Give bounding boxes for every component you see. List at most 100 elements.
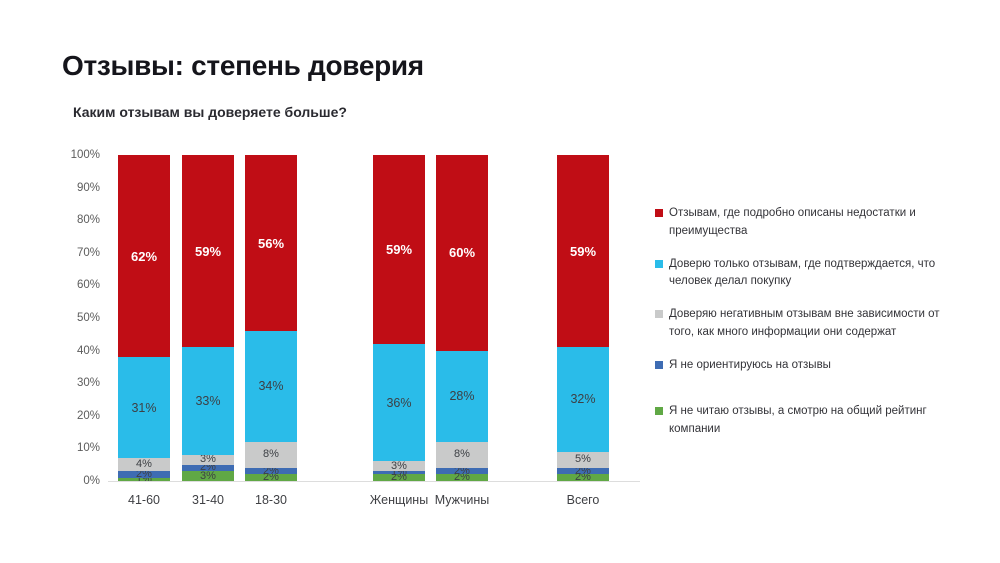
- bar-18-30: 2% 2% 8% 34% 56%: [245, 155, 297, 484]
- y-tick-label: 50%: [76, 312, 100, 324]
- segment-value-label: 8%: [454, 448, 470, 461]
- legend-item: Доверяю негативным отзывам вне зависимос…: [655, 306, 967, 342]
- segment-value-label: 34%: [258, 379, 284, 394]
- segment-value-label: 1%: [391, 466, 407, 479]
- segment-value-label: 62%: [130, 248, 158, 264]
- segment-value-label: 59%: [194, 243, 222, 259]
- bar-Мужчины: 2% 2% 8% 28% 60%: [436, 155, 488, 484]
- y-tick-label: 30%: [76, 377, 100, 390]
- bar-segment: 28%: [436, 350, 488, 442]
- segment-value-label: 2%: [136, 467, 152, 480]
- bar-segment: 56%: [245, 155, 297, 332]
- segment-value-label: 8%: [263, 448, 279, 461]
- segment-value-label: 32%: [570, 392, 596, 407]
- bar-segment: 34%: [245, 331, 297, 442]
- bar-segment: 2%: [182, 461, 234, 474]
- segment-value-label: 3%: [200, 453, 216, 466]
- x-category-label: Всего: [566, 493, 600, 507]
- x-category-label: Мужчины: [434, 493, 490, 507]
- bar-segment: 59%: [557, 155, 609, 348]
- x-category-label: 41-60: [128, 493, 160, 507]
- segment-value-label: 2%: [575, 464, 591, 477]
- legend: Отзывам, где подробно описаны недостатки…: [655, 205, 967, 453]
- bar-segment: 4%: [118, 458, 170, 472]
- bar-segment: 59%: [373, 155, 425, 345]
- stacked-bar-chart: 100% 90% 80% 70% 60% 50% 40% 30% 20% 10% 0% 1% 2% 4%…: [62, 149, 642, 515]
- y-axis: 100% 90% 80% 70% 60% 50% 40% 30% 20% 10% 0%: [62, 149, 100, 487]
- page-title: Отзывы: степень доверия: [62, 50, 424, 81]
- chart-title: Каким отзывам вы доверяете больше?: [73, 104, 347, 120]
- segment-value-label: 2%: [575, 471, 591, 484]
- legend-color-swatch: [655, 259, 663, 268]
- y-tick-label: 10%: [76, 442, 100, 455]
- x-category-label: Женщины: [369, 493, 429, 507]
- segment-value-label: 2%: [200, 461, 216, 474]
- legend-label: Я не читаю отзывы, а смотрю на общий рей…: [669, 404, 927, 435]
- bar-segment: 2%: [245, 464, 297, 477]
- bar-segment: 31%: [118, 357, 170, 459]
- legend-item: Я не читаю отзывы, а смотрю на общий рей…: [655, 403, 967, 439]
- bar-segment: 3%: [182, 469, 234, 482]
- bar-segment: 32%: [557, 347, 609, 452]
- legend-color-swatch: [655, 209, 663, 217]
- bar-segment: 2%: [436, 471, 488, 484]
- bar-segment: 3%: [182, 453, 234, 466]
- segment-value-label: 2%: [391, 471, 407, 484]
- legend-item: Доверю только отзывам, где подтверждаетс…: [655, 256, 967, 292]
- y-tick-label: 0%: [83, 475, 100, 487]
- bar-41-60: 1% 2% 4% 31% 62%: [118, 155, 170, 484]
- bar-segment: 5%: [557, 451, 609, 468]
- segment-value-label: 4%: [136, 458, 152, 471]
- segment-value-label: 2%: [263, 464, 279, 477]
- legend-label: Доверяю негативным отзывам вне зависимос…: [669, 308, 940, 339]
- segment-value-label: 59%: [569, 243, 597, 259]
- segment-value-label: 59%: [385, 242, 413, 258]
- legend-color-swatch: [655, 310, 663, 319]
- legend-color-swatch: [655, 360, 663, 369]
- bar-Женщины: 2% 1% 3% 36% 59%: [373, 155, 425, 484]
- segment-value-label: 2%: [263, 471, 279, 484]
- plot-area: 1% 2% 4% 31% 62% 3% 2% 3% 33% 59% 2% 2% 8% 34% 56% 2% 1%…: [118, 155, 610, 484]
- bar-segment: 1%: [118, 473, 170, 484]
- segment-value-label: 56%: [257, 235, 285, 251]
- bar-segment: 2%: [436, 464, 488, 477]
- legend-color-swatch: [655, 406, 663, 415]
- bar-segment: 60%: [436, 155, 488, 351]
- y-tick-label: 20%: [76, 409, 100, 422]
- bar-Всего: 2% 2% 5% 32% 59%: [557, 155, 609, 484]
- segment-value-label: 3%: [391, 459, 407, 472]
- bar-segment: 36%: [373, 344, 425, 462]
- segment-value-label: 28%: [449, 389, 475, 404]
- bar-segment: 33%: [182, 347, 234, 455]
- segment-value-label: 2%: [454, 471, 470, 484]
- y-tick-label: 60%: [76, 279, 100, 292]
- bar-segment: 8%: [436, 441, 488, 468]
- bar-segment: 3%: [373, 459, 425, 472]
- legend-item: Отзывам, где подробно описаны недостатки…: [655, 205, 967, 241]
- x-category-label: 31-40: [192, 493, 224, 507]
- segment-value-label: 1%: [136, 472, 152, 485]
- y-tick-label: 100%: [70, 149, 100, 161]
- legend-item: Я не ориентируюсь на отзывы: [655, 357, 967, 375]
- bar-segment: 2%: [373, 471, 425, 484]
- segment-value-label: 5%: [575, 453, 591, 466]
- segment-value-label: 3%: [200, 469, 216, 482]
- segment-value-label: 36%: [386, 395, 412, 410]
- bar-segment: 8%: [245, 441, 297, 468]
- bar-segment: 2%: [245, 471, 297, 484]
- bar-31-40: 3% 2% 3% 33% 59%: [182, 155, 234, 481]
- segment-value-label: 33%: [195, 394, 221, 409]
- bar-segment: 1%: [373, 467, 425, 478]
- bar-segment: 2%: [557, 471, 609, 484]
- x-axis-line: [108, 481, 640, 482]
- y-tick-label: 70%: [76, 246, 100, 259]
- legend-label: Я не ориентируюсь на отзывы: [669, 358, 831, 371]
- bar-segment: 59%: [182, 155, 234, 348]
- legend-label: Доверю только отзывам, где подтверждаетс…: [669, 257, 936, 288]
- segment-value-label: 60%: [448, 245, 476, 261]
- segment-value-label: 31%: [131, 400, 157, 415]
- y-tick-label: 40%: [76, 344, 100, 357]
- segment-value-label: 2%: [454, 464, 470, 477]
- y-tick-label: 90%: [76, 181, 100, 194]
